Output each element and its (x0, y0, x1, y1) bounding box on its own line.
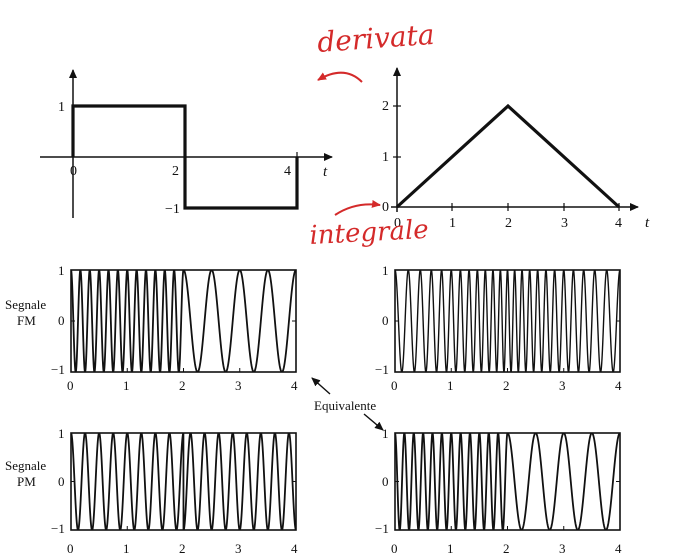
square-xtick-2: 2 (172, 164, 179, 179)
triangle-xtick-3: 3 (561, 216, 568, 231)
fm-label-line2: FM (17, 313, 36, 328)
pm-triangle-xtick-0: 0 (391, 541, 398, 556)
pm-triangle-ticks (395, 481, 620, 530)
triangle-wave-line (395, 103, 621, 209)
pm-triangle-ytick-1: 1 (382, 426, 389, 441)
fm-square-plot: 1 0 −1 0 1 2 3 4 (51, 263, 298, 393)
handwritten-annotations: derivata integrale (309, 18, 436, 251)
fm-label-line1: Segnale (5, 297, 46, 312)
fm-square-xtick-3: 3 (235, 378, 242, 393)
triangle-xtick-2: 2 (505, 216, 512, 231)
annotation-integral-arrow (334, 199, 381, 216)
pm-square-xtick-3: 3 (235, 541, 242, 556)
fm-square-ytick-1: 1 (58, 263, 65, 278)
pm-square-xtick-0: 0 (67, 541, 74, 556)
triangle-ytick-1: 1 (382, 150, 389, 165)
pm-triangle-ytick-0: 0 (382, 474, 389, 489)
equivalent-arrow-up (311, 377, 331, 395)
pm-square-xtick-2: 2 (179, 541, 186, 556)
square-xtick-4: 4 (284, 164, 291, 179)
triangle-xtick-0: 0 (394, 216, 401, 231)
fm-square-ticks (71, 320, 296, 372)
pm-square-xtick-1: 1 (123, 541, 130, 556)
pm-square-xtick-4: 4 (291, 541, 298, 556)
fm-triangle-xtick-4: 4 (615, 378, 622, 393)
fm-triangle-xtick-0: 0 (391, 378, 398, 393)
pm-square-ytick-neg1: −1 (51, 521, 65, 536)
pm-triangle-xtick-1: 1 (447, 541, 454, 556)
square-ytick-neg1: −1 (165, 202, 180, 217)
triangle-x-label: t (645, 215, 650, 231)
fm-triangle-ytick-neg1: −1 (375, 362, 389, 377)
equivalent-arrow-down (363, 413, 384, 431)
pm-triangle-signal (395, 433, 620, 530)
pm-square-ytick-1: 1 (58, 426, 65, 441)
pm-square-ticks (71, 481, 296, 530)
square-x-label: t (323, 164, 328, 180)
fm-square-ytick-neg1: −1 (51, 362, 65, 377)
fm-triangle-xtick-1: 1 (447, 378, 454, 393)
pm-label-line1: Segnale (5, 458, 46, 473)
annotation-derivative-arrow (317, 71, 363, 83)
equivalent-label: Equivalente (314, 398, 376, 413)
pm-square-ytick-0: 0 (58, 474, 65, 489)
fm-triangle-ytick-1: 1 (382, 263, 389, 278)
square-wave-plot: 1 −1 0 2 4 t (40, 69, 333, 218)
fm-triangle-xtick-3: 3 (559, 378, 566, 393)
square-ytick-1: 1 (58, 100, 65, 115)
annotation-derivative: derivata (316, 18, 435, 59)
fm-square-xtick-2: 2 (179, 378, 186, 393)
triangle-xtick-1: 1 (449, 216, 456, 231)
fm-square-xtick-4: 4 (291, 378, 298, 393)
pm-triangle-xtick-2: 2 (503, 541, 510, 556)
fm-triangle-ticks (395, 320, 620, 372)
triangle-ytick-0: 0 (382, 200, 389, 215)
fm-triangle-xtick-2: 2 (503, 378, 510, 393)
pm-triangle-xtick-3: 3 (559, 541, 566, 556)
fm-square-xtick-1: 1 (123, 378, 130, 393)
pm-triangle-xtick-4: 4 (615, 541, 622, 556)
fm-square-ytick-0: 0 (58, 313, 65, 328)
pm-square-plot: 1 0 −1 0 1 2 3 4 (51, 426, 298, 556)
equivalent-note: Equivalente (311, 377, 384, 431)
square-wave-line (71, 104, 299, 210)
fm-triangle-ytick-0: 0 (382, 313, 389, 328)
square-xtick-0: 0 (70, 164, 77, 179)
pm-square-signal (71, 433, 296, 530)
pm-triangle-ytick-neg1: −1 (375, 521, 389, 536)
pm-label-line2: PM (17, 474, 36, 489)
fm-square-xtick-0: 0 (67, 378, 74, 393)
pm-triangle-plot: 1 0 −1 0 1 2 3 4 (375, 426, 622, 556)
triangle-wave-plot: 0 1 2 0 1 2 3 4 t (382, 67, 650, 231)
triangle-xtick-4: 4 (615, 216, 622, 231)
fm-triangle-signal (395, 270, 620, 372)
fm-square-signal (71, 270, 296, 372)
fm-triangle-plot: 1 0 −1 0 1 2 3 4 (375, 263, 622, 393)
triangle-ytick-2: 2 (382, 99, 389, 114)
annotation-integral: integrale (309, 215, 430, 251)
